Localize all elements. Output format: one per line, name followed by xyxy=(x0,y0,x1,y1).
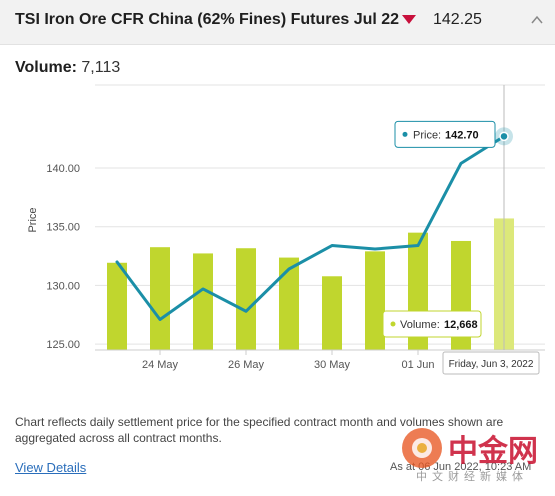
watermark-brand: 中金网 xyxy=(448,434,538,469)
volume-label: Volume: xyxy=(15,59,77,76)
volume-tooltip xyxy=(382,310,482,338)
price-volume-chart[interactable]: 125.00 130.00 135.00 140.00 Price 24 May 26 Ma… xyxy=(0,80,555,380)
price-tooltip xyxy=(394,120,496,148)
x-tick-label: 30 May xyxy=(314,359,351,371)
volume-value: 7,113 xyxy=(81,59,121,76)
y-axis-label: Price xyxy=(27,207,39,232)
price-line xyxy=(115,134,506,321)
volume-bar xyxy=(150,247,170,350)
watermark-icon xyxy=(402,428,442,468)
volume-bar xyxy=(107,262,127,350)
view-details-link[interactable]: View Details xyxy=(15,460,87,475)
x-tick-label: 24 May xyxy=(142,359,179,371)
y-tick-label: 130.00 xyxy=(46,280,80,292)
watermark-logo: 中金网 中文财经新媒体 xyxy=(398,426,548,490)
header: TSI Iron Ore CFR China (62% Fines) Futur… xyxy=(0,0,555,45)
contract-title: TSI Iron Ore CFR China (62% Fines) Futur… xyxy=(15,11,400,28)
price-point xyxy=(499,131,509,142)
chart-note: Chart reflects daily settlement price fo… xyxy=(15,415,504,445)
volume-tooltip-value: 12,668 xyxy=(444,319,478,331)
volume-bar xyxy=(236,248,256,350)
date-tooltip-label: Friday, Jun 3, 2022 xyxy=(449,359,534,370)
price-tooltip-dot xyxy=(402,131,408,137)
volume-summary: Volume: 7,113 xyxy=(15,59,120,77)
y-tick-label: 135.00 xyxy=(46,222,80,234)
volume-bar xyxy=(365,251,385,350)
watermark-subtitle: 中文财经新媒体 xyxy=(416,471,528,483)
last-price: 142.25 xyxy=(433,11,482,28)
price-tooltip-value: 142.70 xyxy=(445,129,479,141)
price-tooltip-label: Price: xyxy=(413,129,441,141)
x-tick-label: 26 May xyxy=(228,359,265,371)
volume-bar xyxy=(193,253,213,350)
date-tooltip xyxy=(442,351,540,375)
y-tick-label: 125.00 xyxy=(46,339,80,351)
volume-tooltip-dot xyxy=(390,321,396,327)
volume-tooltip-label: Volume: xyxy=(400,319,440,331)
y-tick-label: 140.00 xyxy=(46,163,80,175)
volume-bar xyxy=(279,257,299,350)
volume-bar xyxy=(322,276,342,350)
x-tick-label: 01 Jun xyxy=(401,359,434,371)
triangle-down-icon xyxy=(402,15,416,24)
chevron-up-icon[interactable] xyxy=(530,14,544,26)
